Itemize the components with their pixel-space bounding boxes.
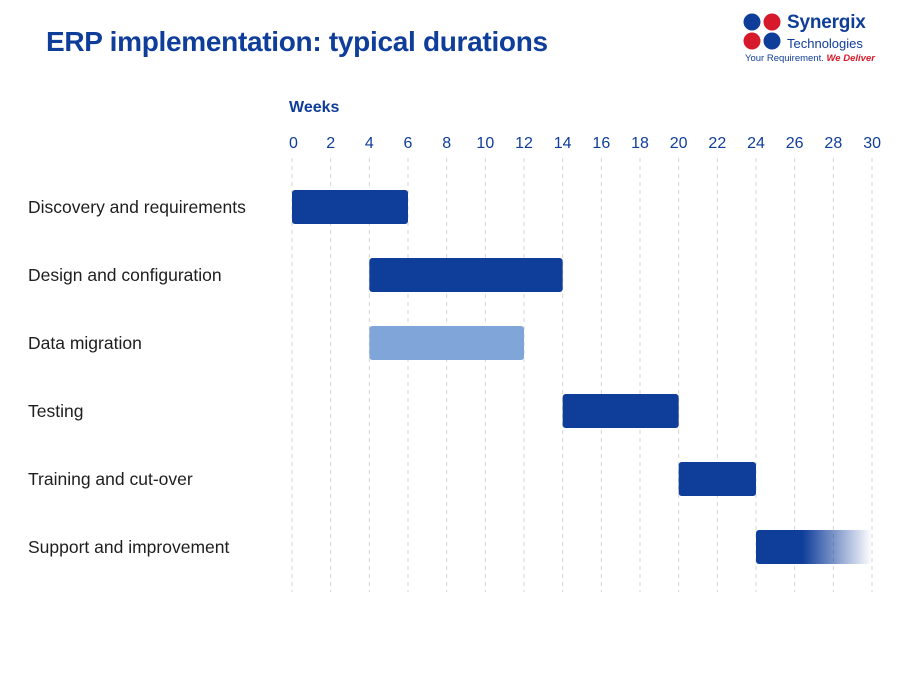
task-bar-2 bbox=[369, 326, 524, 360]
task-label-0: Discovery and requirements bbox=[28, 197, 246, 217]
grid-layer bbox=[291, 158, 873, 592]
logo-tagline-text: Your Requirement. bbox=[745, 53, 824, 64]
logo-dots-icon bbox=[743, 13, 781, 50]
task-label-5: Support and improvement bbox=[28, 537, 229, 557]
tick-label-18: 18 bbox=[631, 135, 649, 152]
task-label-2: Data migration bbox=[28, 333, 142, 353]
logo-tagline-accent: We Deliver bbox=[826, 53, 875, 64]
company-logo: Synergix Technologies Your Requirement. … bbox=[742, 12, 890, 68]
task-bar-3 bbox=[562, 394, 679, 428]
task-bars bbox=[292, 190, 872, 564]
task-bar-5 bbox=[756, 530, 872, 564]
tick-label-0: 0 bbox=[289, 135, 298, 152]
logo-subtitle: Technologies bbox=[787, 36, 863, 51]
tick-label-24: 24 bbox=[747, 135, 765, 152]
task-label-1: Design and configuration bbox=[28, 265, 222, 285]
tick-label-16: 16 bbox=[592, 135, 610, 152]
tick-label-14: 14 bbox=[554, 135, 572, 152]
logo-tagline: Your Requirement. We Deliver bbox=[745, 53, 875, 64]
task-label-4: Training and cut-over bbox=[28, 469, 193, 489]
tick-label-4: 4 bbox=[365, 135, 374, 152]
page-title: ERP implementation: typical durations bbox=[46, 26, 548, 57]
tick-label-28: 28 bbox=[824, 135, 842, 152]
task-bar-1 bbox=[369, 258, 563, 292]
tick-label-30: 30 bbox=[863, 135, 881, 152]
tick-label-26: 26 bbox=[786, 135, 804, 152]
tick-label-2: 2 bbox=[326, 135, 335, 152]
task-label-3: Testing bbox=[28, 401, 83, 421]
tick-label-6: 6 bbox=[404, 135, 413, 152]
task-bar-4 bbox=[678, 462, 756, 496]
logo-name: Synergix bbox=[787, 12, 866, 33]
tick-label-22: 22 bbox=[708, 135, 726, 152]
task-labels: Discovery and requirements Design and con… bbox=[28, 197, 246, 557]
x-axis-title: Weeks bbox=[289, 99, 340, 116]
task-bar-0 bbox=[292, 190, 408, 224]
tick-label-10: 10 bbox=[476, 135, 494, 152]
tick-label-12: 12 bbox=[515, 135, 533, 152]
tick-label-8: 8 bbox=[442, 135, 451, 152]
tick-label-20: 20 bbox=[670, 135, 688, 152]
